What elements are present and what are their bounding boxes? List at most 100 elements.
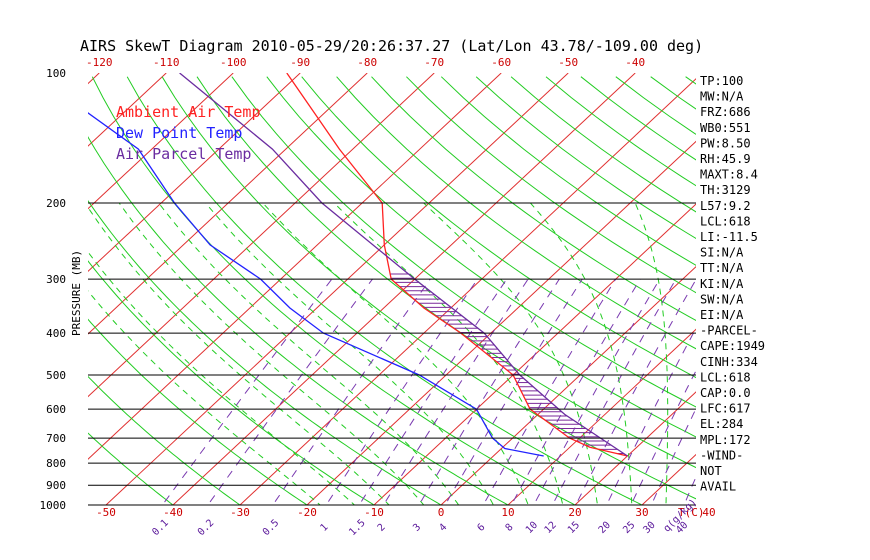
- isobars: [88, 202, 696, 506]
- index-label: TT:N/A: [700, 261, 744, 275]
- index-label: LCL:618: [700, 370, 751, 384]
- dry-adiabat-line: [161, 76, 696, 500]
- y-axis-label: PRESSURE (MB): [70, 250, 83, 336]
- bottom-temp-tick-label: 30: [635, 506, 648, 519]
- index-label: FRZ:686: [700, 105, 751, 119]
- pressure-tick-label: 600: [46, 403, 66, 416]
- mixing-ratio-line: [630, 369, 696, 505]
- pressure-tick-label: 100: [46, 67, 66, 80]
- cape-hatching: [390, 273, 624, 455]
- index-label: SW:N/A: [700, 292, 744, 306]
- index-label: -PARCEL-: [700, 324, 758, 338]
- top-temp-tick-label: -50: [558, 56, 578, 69]
- bottom-temp-tick-label: -50: [96, 506, 116, 519]
- sounding-series: [88, 73, 628, 457]
- dry-adiabat-line: [336, 76, 696, 350]
- moist-adiabat-line: [118, 202, 425, 505]
- isotherm-line: [88, 73, 368, 335]
- top-temp-tick-label: -110: [153, 56, 180, 69]
- mixing-ratio-line: [382, 278, 529, 505]
- index-label: CAP:0.0: [700, 386, 751, 400]
- isotherm-line: [574, 391, 696, 505]
- dry-adiabat-line: [88, 432, 174, 505]
- mixing-ratio-line: [510, 278, 641, 505]
- dry-adiabat-line: [301, 76, 696, 379]
- index-label: MPL:172: [700, 433, 751, 447]
- chart-title: AIRS SkewT Diagram 2010-05-29/20:26:37.2…: [80, 37, 703, 55]
- dry-adiabat-line: [91, 76, 577, 505]
- dry-adiabat-line: [88, 375, 241, 505]
- pressure-tick-label: 200: [46, 197, 66, 210]
- bottom-temp-tick-label: -40: [163, 506, 183, 519]
- x-axis-label: T(C): [678, 506, 705, 519]
- ambient-air-temp-line: [286, 73, 628, 457]
- isotherm-line: [172, 73, 636, 505]
- bottom-temp-tick-label: 40: [702, 506, 715, 519]
- legend-air-parcel-temp: Air Parcel Temp: [116, 145, 251, 163]
- pressure-tick-label: 400: [46, 327, 66, 340]
- dry-adiabat-line: [266, 76, 696, 408]
- pressure-tick-label: 700: [46, 432, 66, 445]
- isotherm-line: [440, 265, 696, 505]
- dry-adiabat-line: [126, 76, 644, 505]
- pressure-tick-label: 900: [46, 479, 66, 492]
- isotherm-line: [373, 203, 696, 505]
- pressure-tick-label: 1000: [40, 499, 67, 512]
- pressure-tick-label: 500: [46, 369, 66, 382]
- mixing-ratio-line: [606, 327, 696, 505]
- index-label: CAPE:1949: [700, 339, 765, 353]
- isotherm-line: [88, 73, 167, 147]
- top-temp-tick-label: -40: [625, 56, 645, 69]
- index-label: NOT: [700, 464, 722, 478]
- mixing-ratio-line: [482, 278, 617, 505]
- bottom-temp-tick-label: 0: [438, 506, 445, 519]
- index-label: WB0:551: [700, 121, 751, 135]
- index-label: TP:100: [700, 74, 743, 88]
- isotherm-line: [88, 73, 234, 210]
- air-parcel-temp-line: [179, 73, 628, 457]
- mixing-ratio-line: [358, 278, 508, 505]
- isotherm-line: [105, 73, 569, 505]
- top-temp-tick-label: -90: [290, 56, 310, 69]
- dry-adiabat-line: [196, 76, 696, 469]
- top-temp-tick-label: -100: [220, 56, 247, 69]
- dry-adiabat-line: [406, 76, 696, 294]
- dry-adiabat-line: [88, 318, 308, 505]
- mixing-ratio-line: [161, 278, 333, 505]
- moist-adiabat-line: [333, 202, 564, 505]
- dew-point-temp-line: [88, 112, 544, 457]
- index-label: TH:3129: [700, 183, 751, 197]
- dry-adiabat-line: [440, 76, 696, 266]
- bottom-temp-tick-label: -30: [230, 506, 250, 519]
- index-label: EI:N/A: [700, 308, 744, 322]
- isotherm-line: [88, 73, 435, 398]
- top-temp-tick-label: -120: [86, 56, 113, 69]
- isotherm-line: [306, 140, 696, 505]
- bottom-temperature-axis: -50 -40 -30 -20 -10 0 10 20 30 40: [96, 506, 716, 519]
- mixing-ratio-line: [575, 278, 696, 505]
- index-label: L57:9.2: [700, 199, 751, 213]
- isotherm-line: [88, 73, 301, 273]
- dry-adiabat-line: [371, 76, 696, 322]
- index-label: AVAIL: [700, 480, 736, 494]
- top-temp-tick-label: -80: [357, 56, 377, 69]
- index-label: MW:N/A: [700, 90, 744, 104]
- index-label: KI:N/A: [700, 277, 744, 291]
- legend: Ambient Air Temp Dew Point Temp Air Parc…: [116, 103, 261, 163]
- index-label: -WIND-: [700, 448, 743, 462]
- moist-adiabat-line: [423, 202, 598, 505]
- pressure-axis: 100 200 300 400 500 600 700 800 900 1000: [40, 67, 67, 512]
- index-label: EL:284: [700, 417, 743, 431]
- bottom-temp-tick-label: 20: [568, 506, 581, 519]
- bottom-temp-tick-label: -10: [364, 506, 384, 519]
- legend-dew-point-temp: Dew Point Temp: [116, 124, 242, 142]
- moist-adiabat-line: [262, 202, 529, 505]
- top-temperature-axis: -120 -110 -100 -90 -80 -70 -60 -50 -40: [86, 56, 645, 69]
- pressure-tick-label: 300: [46, 273, 66, 286]
- dry-adiabat-line: [231, 76, 696, 438]
- index-label: LFC:617: [700, 402, 751, 416]
- moist-adiabat-line: [158, 202, 460, 505]
- mixing-ratio-line: [418, 278, 560, 505]
- index-label: CINH:334: [700, 355, 758, 369]
